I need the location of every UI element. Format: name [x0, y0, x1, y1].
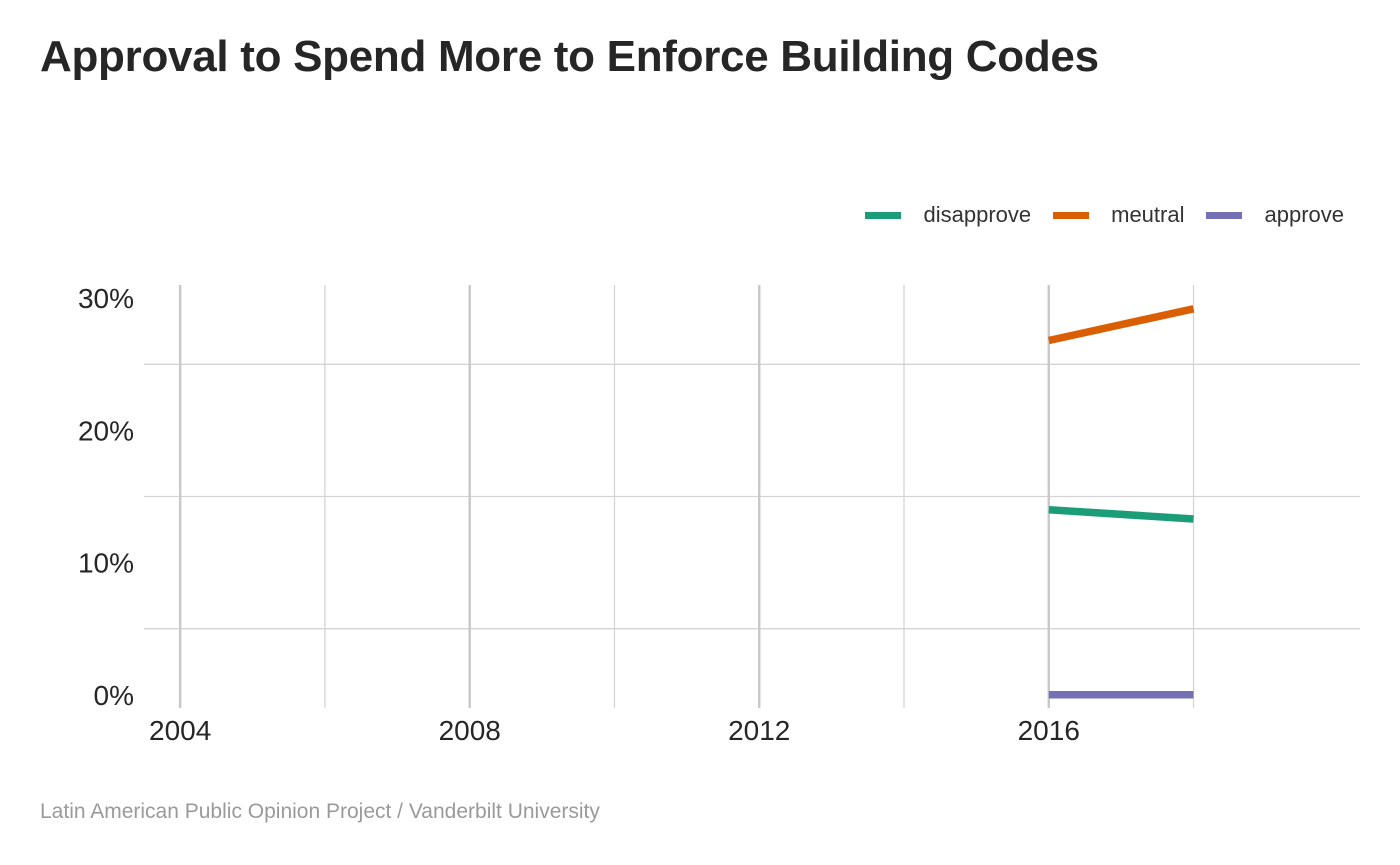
y-tick-label-30: 30%	[78, 283, 134, 314]
series-line-meutral	[1047, 305, 1195, 345]
chart-title: Approval to Spend More to Enforce Buildi…	[40, 32, 1099, 81]
legend-swatch-meutral	[1053, 211, 1090, 219]
axis-labels: 0% 10% 20% 30% 2004 2008 2012 2016	[78, 283, 1080, 746]
x-tick-label-2004: 2004	[149, 715, 211, 746]
y-tick-label-20: 20%	[78, 415, 134, 446]
y-tick-label-10: 10%	[78, 548, 134, 579]
x-tick-label-2012: 2012	[728, 715, 790, 746]
source-caption: Latin American Public Opinion Project / …	[40, 800, 600, 823]
legend-label-approve: approve	[1264, 202, 1344, 227]
chart-legend: disapprove meutral approve	[865, 202, 1344, 228]
grid	[144, 285, 1360, 708]
legend-label-meutral: meutral	[1111, 202, 1185, 227]
legend-swatch-disapprove	[865, 211, 902, 219]
y-tick-label-0: 0%	[94, 680, 134, 711]
legend-item-approve: approve	[1206, 202, 1344, 228]
series-line-disapprove	[1048, 505, 1194, 523]
legend-label-disapprove: disapprove	[923, 202, 1032, 227]
legend-swatch-approve	[1206, 211, 1243, 219]
legend-item-meutral: meutral	[1053, 202, 1184, 228]
x-tick-label-2016: 2016	[1018, 715, 1080, 746]
x-tick-label-2008: 2008	[439, 715, 501, 746]
legend-item-disapprove: disapprove	[865, 202, 1031, 228]
series-lines	[1047, 305, 1195, 699]
